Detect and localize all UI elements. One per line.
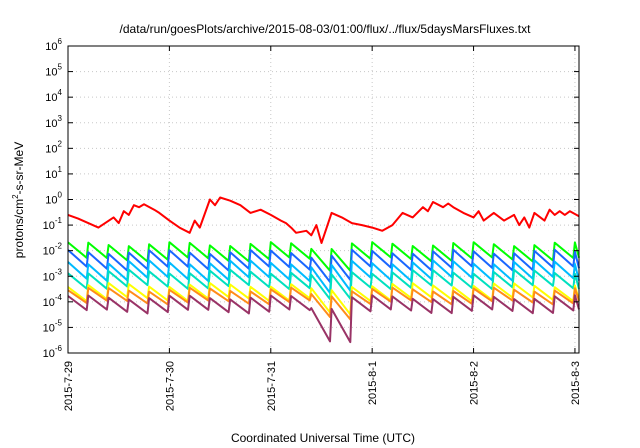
series-line-8 [67,294,580,344]
y-tick-label: 10-5 [43,318,63,334]
x-tick-label: 2015-7-31 [266,361,278,411]
y-axis-label: protons/cm2-s-sr-MeV [11,142,26,258]
y-tick-label: 10-2 [43,242,63,258]
x-ticks: 2015-7-29 2015-7-30 2015-7-31 2015-8-1 2015-… [63,46,582,411]
y-axis-label-exponent: 2 [11,194,20,199]
y-tick-label: 100 [45,191,62,207]
y-tick-label: 103 [45,114,62,130]
x-tick-label: 2015-7-29 [63,361,75,411]
series-group [67,196,580,344]
grid [68,46,579,353]
x-tick-label: 2015-8-1 [367,361,379,405]
y-tick-label: 101 [45,165,62,181]
x-tick-label: 2015-7-30 [164,361,176,411]
x-tick-label: 2015-8-3 [570,361,582,405]
series-line-5 [67,268,580,301]
y-tick-label: 106 [45,37,62,53]
y-tick-label: 10-6 [43,344,63,360]
series-line-3 [67,248,580,283]
y-tick-label: 10-3 [43,267,63,283]
y-tick-label: 10-4 [43,293,63,309]
y-tick-label: 105 [45,63,62,79]
chart-title: /data/run/goesPlots/archive/2015-08-03/0… [120,22,532,36]
y-tick-label: 102 [45,139,62,155]
x-tick-label: 2015-8-2 [469,361,481,405]
series-line-1 [67,196,580,244]
series-line-7 [67,286,580,321]
y-tick-label: 104 [45,88,62,104]
y-axis-label-units: -s-sr-MeV [12,142,26,195]
y-axis-label-main: protons/cm [12,199,26,258]
y-ticks: 10-6 10-5 10-4 10-3 10-2 10-1 100 101 102 103 104 1… [43,37,579,360]
y-tick-label: 10-1 [43,216,63,232]
x-axis-label: Coordinated Universal Time (UTC) [231,431,415,445]
